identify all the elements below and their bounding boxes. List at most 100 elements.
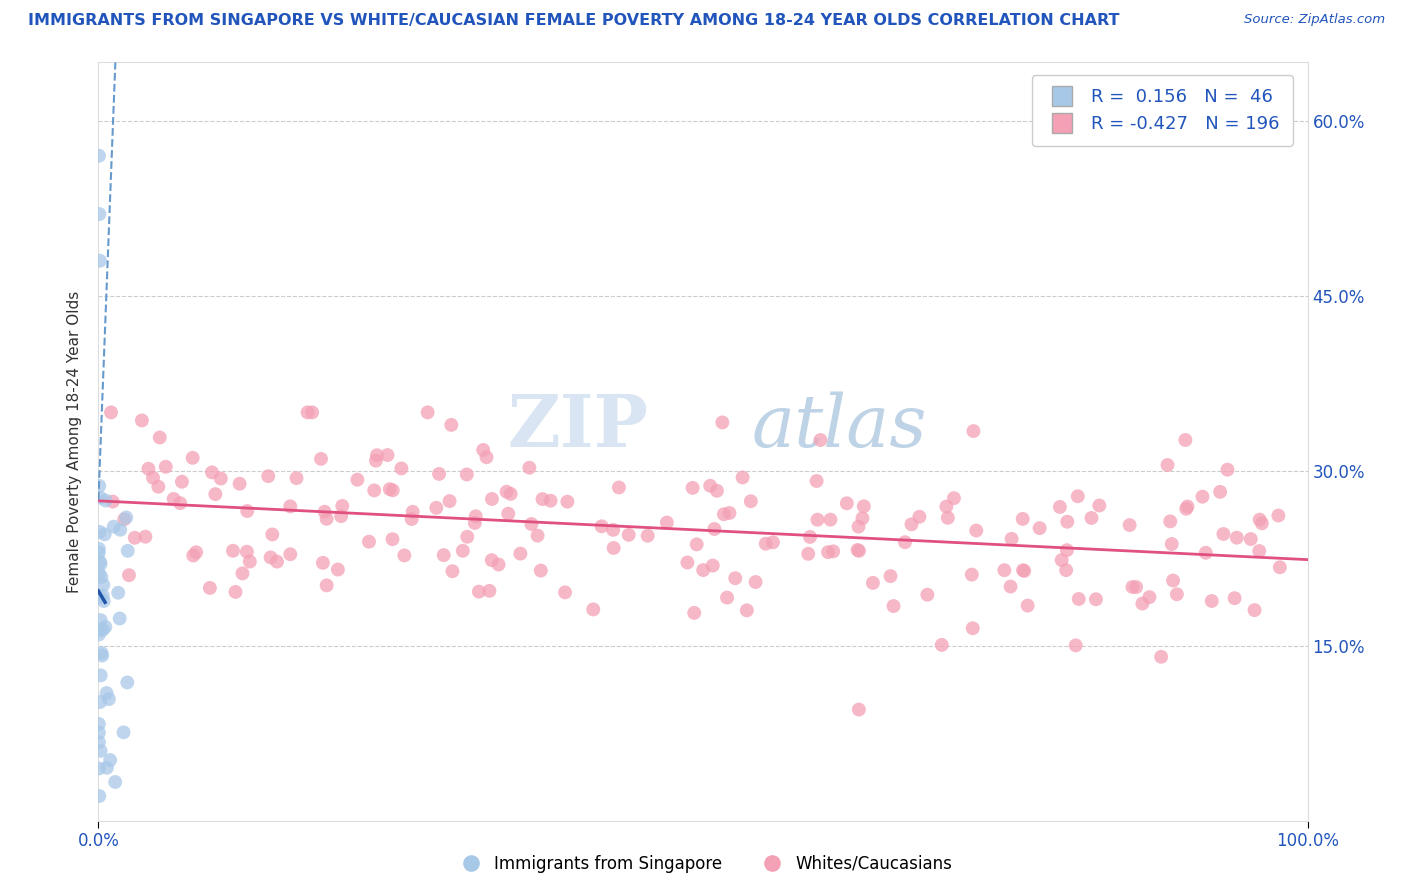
Point: [236, 504, 259, 518]
Point: [496, 507, 519, 521]
Point: [846, 543, 869, 558]
Point: [104, 775, 127, 789]
Point: [149, 430, 172, 444]
Point: [1267, 508, 1289, 523]
Point: [879, 569, 901, 583]
Point: [89, 566, 111, 581]
Point: [89, 623, 111, 637]
Point: [607, 480, 630, 494]
Point: [389, 461, 412, 475]
Point: [103, 519, 125, 533]
Point: [110, 523, 132, 537]
Point: [1056, 543, 1078, 558]
Point: [1054, 563, 1077, 577]
Point: [257, 469, 280, 483]
Point: [297, 405, 319, 419]
Point: [936, 510, 959, 524]
Point: [91, 589, 114, 603]
Point: [262, 527, 284, 541]
Point: [848, 519, 870, 533]
Point: [468, 584, 491, 599]
Point: [309, 451, 332, 466]
Point: [124, 531, 146, 545]
Point: [1056, 515, 1078, 529]
Point: [1160, 537, 1182, 551]
Point: [1084, 592, 1107, 607]
Point: [1080, 511, 1102, 525]
Point: [481, 553, 503, 567]
Point: [692, 563, 714, 577]
Text: atlas: atlas: [751, 391, 927, 462]
Point: [87, 541, 110, 556]
Point: [686, 537, 709, 551]
Point: [1012, 564, 1035, 578]
Point: [472, 442, 495, 457]
Point: [713, 507, 735, 521]
Point: [540, 493, 562, 508]
Point: [478, 583, 501, 598]
Point: [91, 648, 114, 663]
Point: [107, 586, 129, 600]
Point: [475, 450, 498, 465]
Point: [931, 638, 953, 652]
Point: [1249, 544, 1271, 558]
Point: [1249, 513, 1271, 527]
Point: [703, 522, 725, 536]
Point: [1000, 580, 1022, 594]
Point: [364, 453, 387, 467]
Point: [363, 483, 385, 498]
Point: [401, 512, 423, 526]
Point: [1240, 532, 1263, 546]
Point: [602, 523, 624, 537]
Point: [87, 725, 110, 739]
Point: [228, 476, 250, 491]
Point: [346, 473, 368, 487]
Point: [204, 487, 226, 501]
Point: [591, 519, 613, 533]
Point: [530, 564, 553, 578]
Point: [965, 524, 987, 538]
Point: [908, 509, 931, 524]
Point: [762, 535, 785, 549]
Point: [381, 532, 404, 546]
Point: [170, 475, 193, 489]
Point: [917, 588, 939, 602]
Point: [617, 528, 640, 542]
Point: [735, 603, 758, 617]
Point: [755, 537, 778, 551]
Point: [330, 499, 353, 513]
Point: [87, 717, 110, 731]
Point: [1195, 546, 1218, 560]
Point: [716, 591, 738, 605]
Point: [312, 556, 335, 570]
Point: [315, 512, 337, 526]
Point: [1064, 639, 1087, 653]
Point: [87, 149, 110, 163]
Point: [433, 548, 456, 562]
Point: [117, 675, 139, 690]
Point: [1011, 512, 1033, 526]
Point: [89, 253, 111, 268]
Point: [134, 530, 156, 544]
Point: [451, 543, 474, 558]
Point: [1028, 521, 1050, 535]
Point: [186, 545, 208, 559]
Point: [1243, 603, 1265, 617]
Point: [93, 594, 115, 608]
Point: [799, 530, 821, 544]
Point: [682, 481, 704, 495]
Point: [655, 516, 678, 530]
Point: [883, 599, 905, 613]
Point: [464, 516, 486, 530]
Point: [683, 606, 706, 620]
Point: [278, 500, 301, 514]
Point: [440, 417, 463, 432]
Point: [1067, 592, 1090, 607]
Point: [357, 534, 380, 549]
Point: [330, 509, 353, 524]
Point: [90, 646, 112, 660]
Point: [169, 496, 191, 510]
Legend: R =  0.156   N =  46, R = -0.427   N = 196: R = 0.156 N = 46, R = -0.427 N = 196: [1032, 75, 1292, 145]
Legend: Immigrants from Singapore, Whites/Caucasians: Immigrants from Singapore, Whites/Caucas…: [447, 848, 959, 880]
Point: [112, 725, 135, 739]
